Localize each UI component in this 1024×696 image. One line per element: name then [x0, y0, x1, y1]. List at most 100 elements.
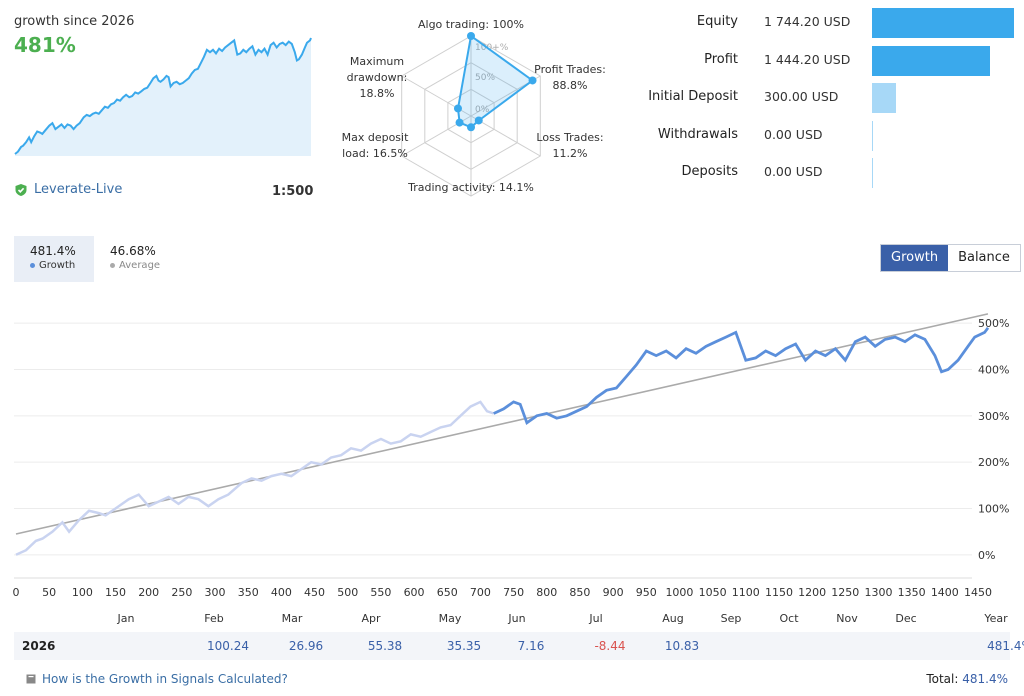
stats-label: Withdrawals	[657, 126, 738, 142]
total-label: Total:	[926, 672, 959, 686]
radar-axis-label: 18.8%	[360, 87, 395, 100]
y-tick-label: 100%	[978, 503, 1009, 516]
stats-row-equity: Equity 1 744.20 USD	[640, 8, 1020, 38]
balance-button[interactable]: Balance	[948, 245, 1020, 271]
year-cell-mar: 26.96	[288, 639, 324, 653]
month-label: Year	[983, 612, 1008, 625]
average-dot-icon	[110, 263, 115, 268]
radar-axis-label: load: 16.5%	[342, 147, 408, 160]
radar-point	[528, 76, 537, 85]
radar-point	[467, 32, 475, 40]
month-label: Sep	[721, 612, 742, 625]
mini-chart-area	[15, 38, 311, 156]
month-label: Mar	[282, 612, 303, 625]
leverage-value: 1:500	[272, 184, 314, 199]
stats-label: Profit	[704, 51, 738, 67]
verified-shield-icon	[15, 183, 27, 196]
book-icon	[26, 674, 36, 684]
x-tick-label: 150	[105, 586, 126, 599]
account-name: Leverate-Live	[34, 182, 123, 197]
radar-spoke	[470, 115, 541, 157]
growth-since-title: growth since 2026	[14, 14, 135, 29]
month-label: May	[439, 612, 462, 625]
stats-label: Deposits	[681, 164, 738, 179]
stats-value: 0.00 USD	[764, 164, 823, 179]
year-cell-feb: 100.24	[207, 639, 249, 653]
radar-scale-label: 50%	[475, 73, 495, 83]
x-tick-label: 1050	[699, 586, 727, 599]
account-link[interactable]: Leverate-Live	[14, 182, 122, 197]
x-tick-label: 600	[404, 586, 425, 599]
y-tick-label: 400%	[978, 364, 1009, 377]
growth-series-line-history	[15, 400, 495, 556]
radar-point	[467, 123, 475, 132]
radar-axis-label: 88.8%	[553, 79, 588, 92]
legend-average[interactable]: 46.68% Average	[108, 236, 188, 282]
x-tick-label: 0	[13, 586, 20, 599]
stats-row-initial-deposit: Initial Deposit 300.00 USD	[640, 83, 1020, 113]
year-label: 2026	[22, 639, 56, 653]
y-tick-label: 500%	[978, 317, 1009, 330]
stats-label: Initial Deposit	[648, 89, 738, 104]
x-tick-label: 400	[271, 586, 292, 599]
month-label: Nov	[836, 612, 858, 625]
stats-row-profit: Profit 1 444.20 USD	[640, 45, 1020, 76]
x-tick-label: 250	[171, 586, 192, 599]
x-tick-label: 900	[603, 586, 624, 599]
stats-bar	[872, 158, 873, 188]
radar-axis-label: Maximum	[350, 55, 404, 68]
x-tick-label: 200	[138, 586, 159, 599]
calc-link-text: How is the Growth in Signals Calculated?	[42, 672, 288, 686]
x-tick-label: 850	[569, 586, 590, 599]
month-label: Apr	[361, 612, 381, 625]
radar-axis-label: drawdown:	[347, 71, 408, 84]
stats-label: Equity	[696, 14, 738, 29]
x-tick-label: 1150	[765, 586, 793, 599]
stats-bar	[872, 8, 1014, 38]
x-tick-label: 1200	[798, 586, 826, 599]
x-tick-label: 750	[503, 586, 524, 599]
x-tick-label: 1400	[931, 586, 959, 599]
month-label: Jul	[588, 612, 602, 625]
radar-scale-label: 0%	[475, 105, 490, 115]
x-tick-label: 350	[238, 586, 259, 599]
legend-growth[interactable]: 481.4% Growth	[14, 236, 94, 282]
x-tick-label: 1350	[898, 586, 926, 599]
x-tick-label: 300	[205, 586, 226, 599]
legend-average-name: Average	[119, 260, 161, 271]
radar-axis-label: Loss Trades:	[536, 131, 603, 144]
total-value: 481.4%	[962, 672, 1008, 686]
y-tick-label: 200%	[978, 456, 1009, 469]
year-cell-may: 35.35	[446, 639, 482, 653]
growth-value: 481%	[14, 33, 76, 57]
mini-chart-line	[14, 37, 312, 155]
growth-calc-link[interactable]: How is the Growth in Signals Calculated?	[26, 672, 288, 686]
y-tick-label: 300%	[978, 410, 1009, 423]
radar-axis-label: Profit Trades:	[534, 63, 606, 76]
month-label: Feb	[204, 612, 223, 625]
year-cell-jul: -8.44	[594, 639, 626, 653]
year-cell-aug: 10.83	[664, 639, 700, 653]
growth-dot-icon	[30, 263, 35, 268]
x-tick-label: 950	[636, 586, 657, 599]
legend-growth-name: Growth	[39, 260, 76, 271]
growth-button[interactable]: Growth	[881, 245, 949, 271]
year-cell-year: 481.4%	[987, 639, 1024, 653]
average-series-line	[15, 313, 989, 535]
stats-row-withdrawals: Withdrawals 0.00 USD	[640, 120, 1020, 151]
legend-average-value: 46.68%	[110, 244, 156, 258]
total-growth: Total: 481.4%	[926, 672, 1008, 686]
x-tick-label: 650	[437, 586, 458, 599]
month-label: Jan	[117, 612, 135, 625]
stats-row-deposits: Deposits 0.00 USD	[640, 158, 1020, 188]
x-tick-label: 450	[304, 586, 325, 599]
x-tick-label: 800	[536, 586, 557, 599]
x-tick-label: 100	[72, 586, 93, 599]
x-tick-label: 1000	[665, 586, 693, 599]
month-label: Aug	[662, 612, 683, 625]
stats-value: 1 444.20 USD	[764, 51, 851, 67]
radar-axis-label: Trading activity: 14.1%	[407, 181, 534, 194]
y-tick-label: 0%	[978, 549, 995, 562]
growth-chart: 0% 100% 200% 300% 400% 500% 0 50 100 150 200 250 300…	[13, 313, 1009, 625]
radar-axis-label: 11.2%	[553, 147, 588, 160]
